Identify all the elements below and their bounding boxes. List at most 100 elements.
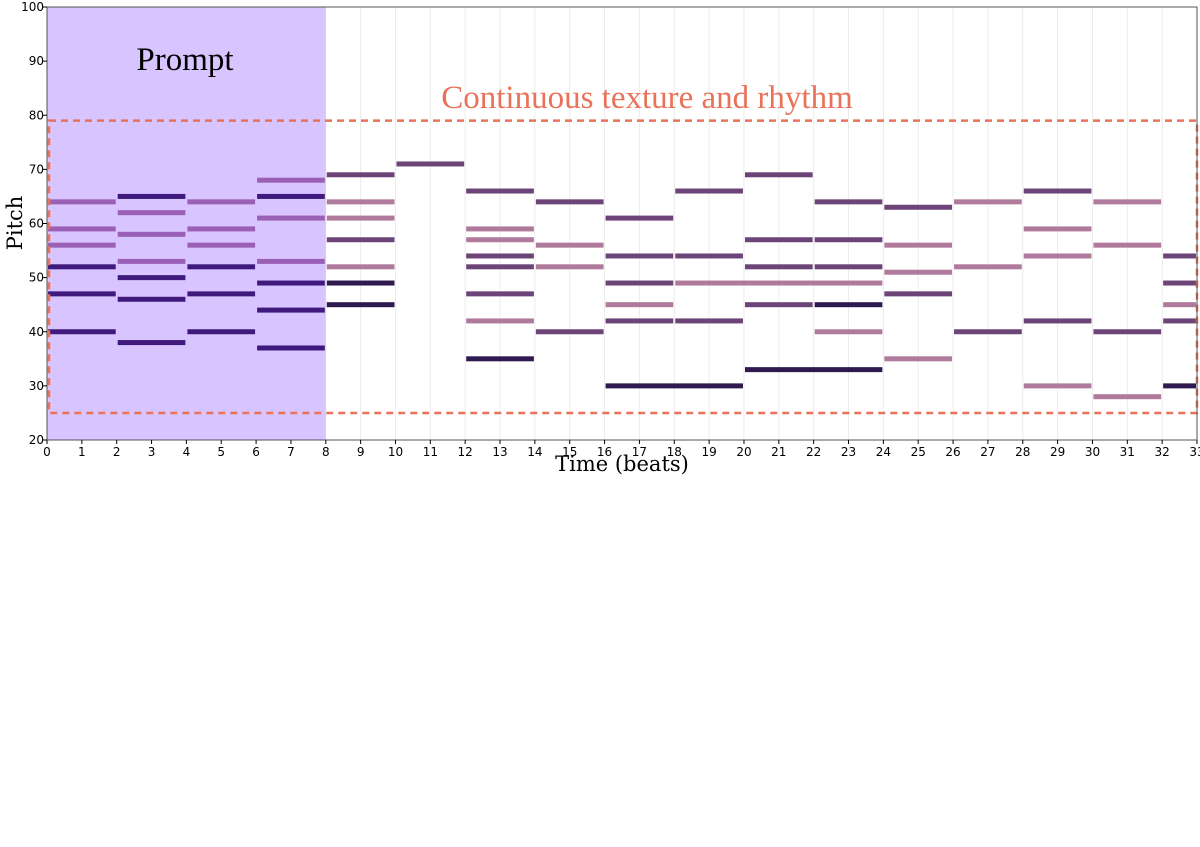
note-bar (954, 199, 1022, 205)
note-bar (814, 264, 883, 270)
note-bar (466, 253, 534, 259)
note-bar (48, 264, 116, 270)
note-bar (257, 307, 325, 313)
x-tick-label: 0 (43, 445, 51, 459)
note-bar (884, 204, 953, 210)
note-bar (187, 291, 256, 297)
x-tick-label: 1 (78, 445, 86, 459)
note-bar (48, 329, 116, 335)
x-tick-label: 2 (113, 445, 121, 459)
note-bar (117, 210, 186, 216)
note-bar (675, 318, 743, 324)
note-bar (1023, 253, 1092, 259)
note-bar (1163, 383, 1196, 389)
y-tick-label: 90 (29, 54, 44, 68)
note-bar (466, 318, 534, 324)
y-tick-label: 50 (29, 271, 44, 285)
note-bar (605, 280, 674, 286)
x-tick-label: 14 (527, 445, 542, 459)
prompt-region (47, 7, 326, 440)
note-bar (1163, 302, 1196, 308)
note-bar (1163, 253, 1196, 259)
x-tick-label: 21 (771, 445, 786, 459)
x-tick-label: 12 (458, 445, 473, 459)
note-bar (605, 302, 674, 308)
x-tick-label: 11 (423, 445, 438, 459)
y-tick-label: 60 (29, 217, 44, 231)
x-tick-label: 6 (252, 445, 260, 459)
y-tick-label: 70 (29, 162, 44, 176)
note-bar (187, 264, 256, 270)
x-tick-label: 30 (1085, 445, 1100, 459)
x-tick-label: 16 (597, 445, 612, 459)
annotation-label: Continuous texture and rhythm (441, 80, 853, 116)
note-bar (257, 193, 325, 199)
note-bar (535, 264, 604, 270)
note-bar (814, 237, 883, 243)
note-bar (466, 291, 534, 297)
y-tick-label: 30 (29, 379, 44, 393)
note-bar (1023, 188, 1092, 194)
x-tick-label: 32 (1155, 445, 1170, 459)
x-tick-label: 28 (1015, 445, 1030, 459)
note-bar (117, 296, 186, 302)
note-bar (884, 356, 953, 362)
note-bar (326, 199, 395, 205)
note-bar (1093, 242, 1162, 248)
y-tick-label: 20 (29, 433, 44, 447)
note-bar (1023, 226, 1092, 232)
x-tick-label: 17 (632, 445, 647, 459)
note-bar (675, 188, 743, 194)
x-tick-label: 7 (287, 445, 295, 459)
x-tick-label: 19 (701, 445, 716, 459)
prompt-label: Prompt (136, 42, 233, 78)
x-tick-label: 31 (1120, 445, 1135, 459)
note-bar (744, 367, 883, 373)
note-bar (326, 264, 395, 270)
note-bar (744, 264, 813, 270)
note-bar (884, 242, 953, 248)
note-bar (535, 329, 604, 335)
x-tick-label: 5 (217, 445, 225, 459)
x-tick-label: 8 (322, 445, 330, 459)
note-bar (814, 199, 883, 205)
note-bar (326, 237, 395, 243)
note-bar (117, 275, 186, 281)
x-tick-label: 10 (388, 445, 403, 459)
note-bar (605, 253, 674, 259)
note-bar (48, 199, 116, 205)
note-bar (326, 215, 395, 221)
note-bar (257, 258, 325, 264)
note-bar (1023, 318, 1092, 324)
note-bar (1093, 329, 1162, 335)
note-bar (535, 199, 604, 205)
note-bar (744, 172, 813, 178)
x-tick-label: 15 (562, 445, 577, 459)
note-bar (117, 258, 186, 264)
x-tick-label: 29 (1050, 445, 1065, 459)
y-tick-label: 80 (29, 108, 44, 122)
note-bar (117, 193, 186, 199)
note-bar (466, 356, 534, 362)
x-tick-label: 23 (841, 445, 856, 459)
note-bar (675, 280, 883, 286)
note-bar (605, 383, 743, 389)
x-tick-label: 13 (492, 445, 507, 459)
note-bar (535, 242, 604, 248)
note-bar (48, 291, 116, 297)
note-bar (1093, 199, 1162, 205)
note-bar (605, 318, 674, 324)
note-bar (884, 291, 953, 297)
note-bar (1163, 318, 1196, 324)
note-bar (744, 237, 813, 243)
x-tick-label: 33 (1189, 445, 1200, 459)
x-tick-label: 4 (183, 445, 191, 459)
note-bar (187, 226, 256, 232)
y-tick-label: 100 (21, 0, 44, 14)
note-bar (187, 199, 256, 205)
x-tick-label: 3 (148, 445, 156, 459)
x-axis-title: Time (beats) (555, 452, 689, 476)
note-bar (466, 226, 534, 232)
x-tick-label: 18 (667, 445, 682, 459)
